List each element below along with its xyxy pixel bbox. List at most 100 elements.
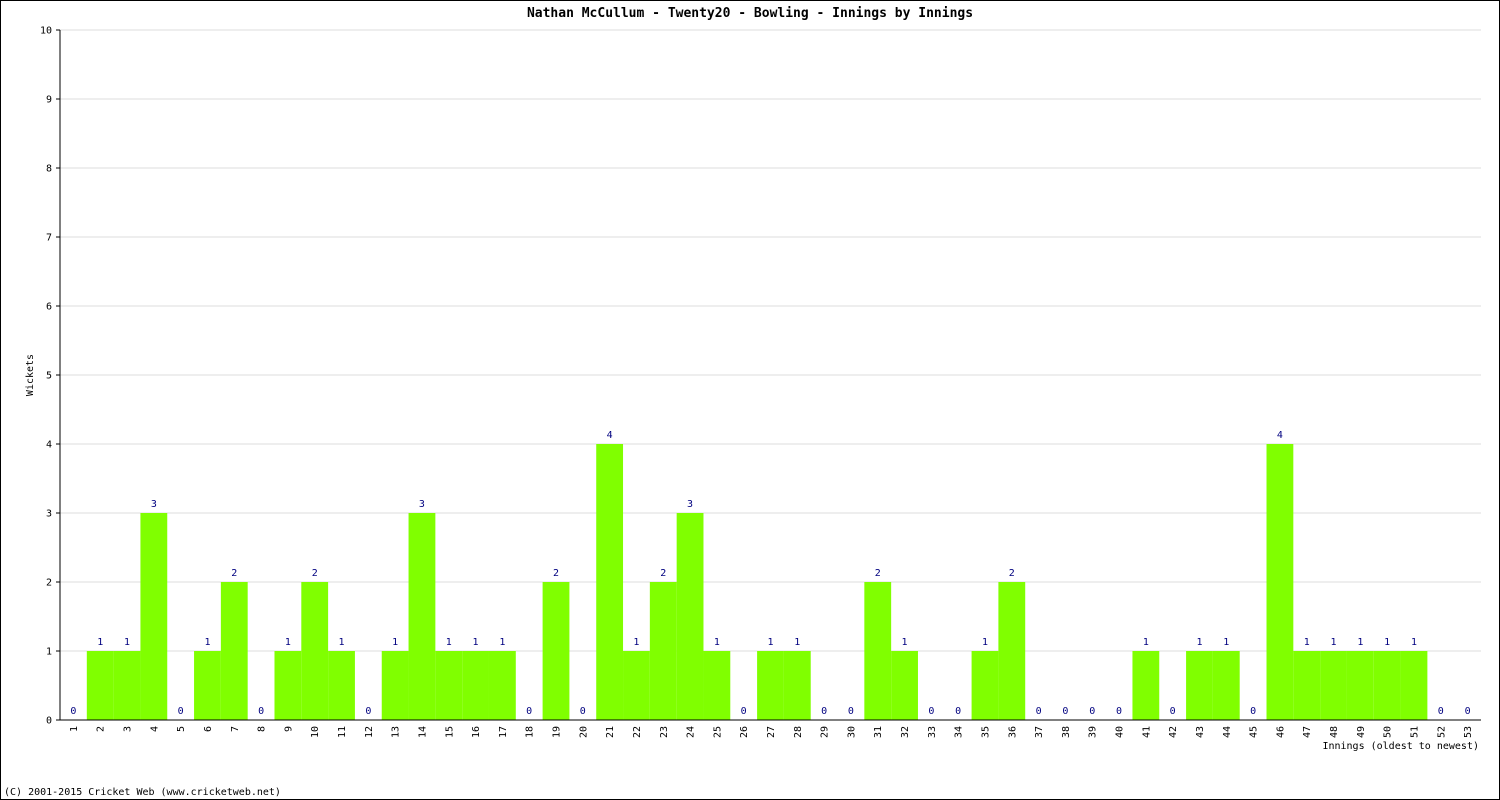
bar — [649, 582, 677, 720]
value-label: 1 — [446, 637, 452, 648]
value-label: 1 — [204, 637, 210, 648]
x-tick-label: 43 — [1195, 726, 1206, 738]
x-tick-label: 29 — [820, 726, 831, 738]
y-tick-label: 3 — [46, 509, 52, 520]
y-tick-label: 9 — [46, 95, 52, 106]
bar — [703, 651, 731, 720]
y-tick-label: 7 — [46, 233, 52, 244]
x-tick-label: 24 — [686, 726, 697, 738]
value-label: 0 — [1089, 706, 1095, 717]
value-label: 1 — [794, 637, 800, 648]
x-tick-label: 3 — [123, 726, 134, 732]
x-tick-label: 19 — [552, 726, 563, 738]
bar — [381, 651, 409, 720]
value-label: 0 — [1250, 706, 1256, 717]
bar — [488, 651, 516, 720]
bar — [676, 513, 704, 720]
value-label: 2 — [875, 568, 881, 579]
bar — [542, 582, 570, 720]
value-label: 0 — [580, 706, 586, 717]
value-label: 0 — [526, 706, 532, 717]
bar — [220, 582, 248, 720]
x-tick-label: 47 — [1302, 726, 1313, 738]
value-label: 1 — [499, 637, 505, 648]
x-tick-label: 26 — [739, 726, 750, 738]
bar — [1132, 651, 1160, 720]
value-label: 1 — [1357, 637, 1363, 648]
value-label: 1 — [392, 637, 398, 648]
x-tick-label: 28 — [793, 726, 804, 738]
x-tick-label: 23 — [659, 726, 670, 738]
x-tick-label: 27 — [766, 726, 777, 738]
value-label: 1 — [285, 637, 291, 648]
value-label: 0 — [1062, 706, 1068, 717]
value-label: 1 — [97, 637, 103, 648]
x-tick-label: 36 — [1007, 726, 1018, 738]
x-tick-label: 17 — [498, 726, 509, 738]
bar — [194, 651, 221, 720]
bar — [596, 444, 624, 720]
x-tick-label: 51 — [1409, 726, 1420, 738]
bar — [1400, 651, 1428, 720]
bar — [1373, 651, 1401, 720]
x-tick-label: 20 — [578, 726, 589, 738]
value-label: 1 — [339, 637, 345, 648]
x-tick-label: 48 — [1329, 726, 1340, 738]
x-tick-label: 2 — [96, 726, 107, 732]
x-tick-label: 16 — [471, 726, 482, 738]
footer: (C) 2001-2015 Cricket Web (www.cricketwe… — [4, 787, 281, 798]
value-label: 1 — [714, 637, 720, 648]
bar — [435, 651, 463, 720]
value-label: 2 — [1009, 568, 1015, 579]
value-label: 1 — [1331, 637, 1337, 648]
value-label: 0 — [821, 706, 827, 717]
value-label: 1 — [124, 637, 130, 648]
x-tick-label: 12 — [364, 726, 375, 738]
value-label: 2 — [231, 568, 237, 579]
value-label: 0 — [1170, 706, 1176, 717]
value-label: 1 — [767, 637, 773, 648]
value-label: 1 — [633, 637, 639, 648]
bar — [864, 582, 892, 720]
y-tick-label: 4 — [46, 440, 52, 451]
value-label: 1 — [1223, 637, 1229, 648]
y-tick-label: 8 — [46, 164, 52, 175]
value-label: 0 — [258, 706, 264, 717]
y-tick-label: 2 — [46, 578, 52, 589]
x-tick-label: 8 — [257, 726, 268, 732]
x-tick-label: 49 — [1356, 726, 1367, 738]
y-tick-label: 1 — [46, 647, 52, 658]
x-tick-label: 45 — [1249, 726, 1260, 738]
x-tick-label: 30 — [846, 726, 857, 738]
x-tick-label: 32 — [900, 726, 911, 738]
y-tick-label: 0 — [46, 716, 52, 727]
x-tick-label: 46 — [1275, 726, 1286, 738]
bar — [113, 651, 141, 720]
x-tick-label: 50 — [1383, 726, 1394, 738]
x-tick-label: 11 — [337, 726, 348, 738]
value-label: 3 — [687, 499, 693, 510]
x-tick-label: 9 — [283, 726, 294, 732]
bar — [623, 651, 650, 720]
x-tick-label: 34 — [954, 726, 965, 738]
y-axis-label: Wickets — [25, 354, 36, 396]
bar — [140, 513, 168, 720]
bar — [998, 582, 1026, 720]
value-label: 0 — [70, 706, 76, 717]
x-tick-label: 25 — [712, 726, 723, 738]
bar — [783, 651, 811, 720]
x-tick-label: 21 — [605, 726, 616, 738]
bar — [86, 651, 114, 720]
x-tick-label: 15 — [444, 726, 455, 738]
value-label: 0 — [741, 706, 747, 717]
bar — [1293, 651, 1321, 720]
value-label: 3 — [151, 499, 157, 510]
value-label: 2 — [660, 568, 666, 579]
bar — [274, 651, 302, 720]
x-tick-label: 10 — [310, 726, 321, 738]
value-label: 0 — [1465, 706, 1471, 717]
x-tick-label: 53 — [1463, 726, 1474, 738]
value-label: 1 — [1196, 637, 1202, 648]
bar — [1320, 651, 1347, 720]
